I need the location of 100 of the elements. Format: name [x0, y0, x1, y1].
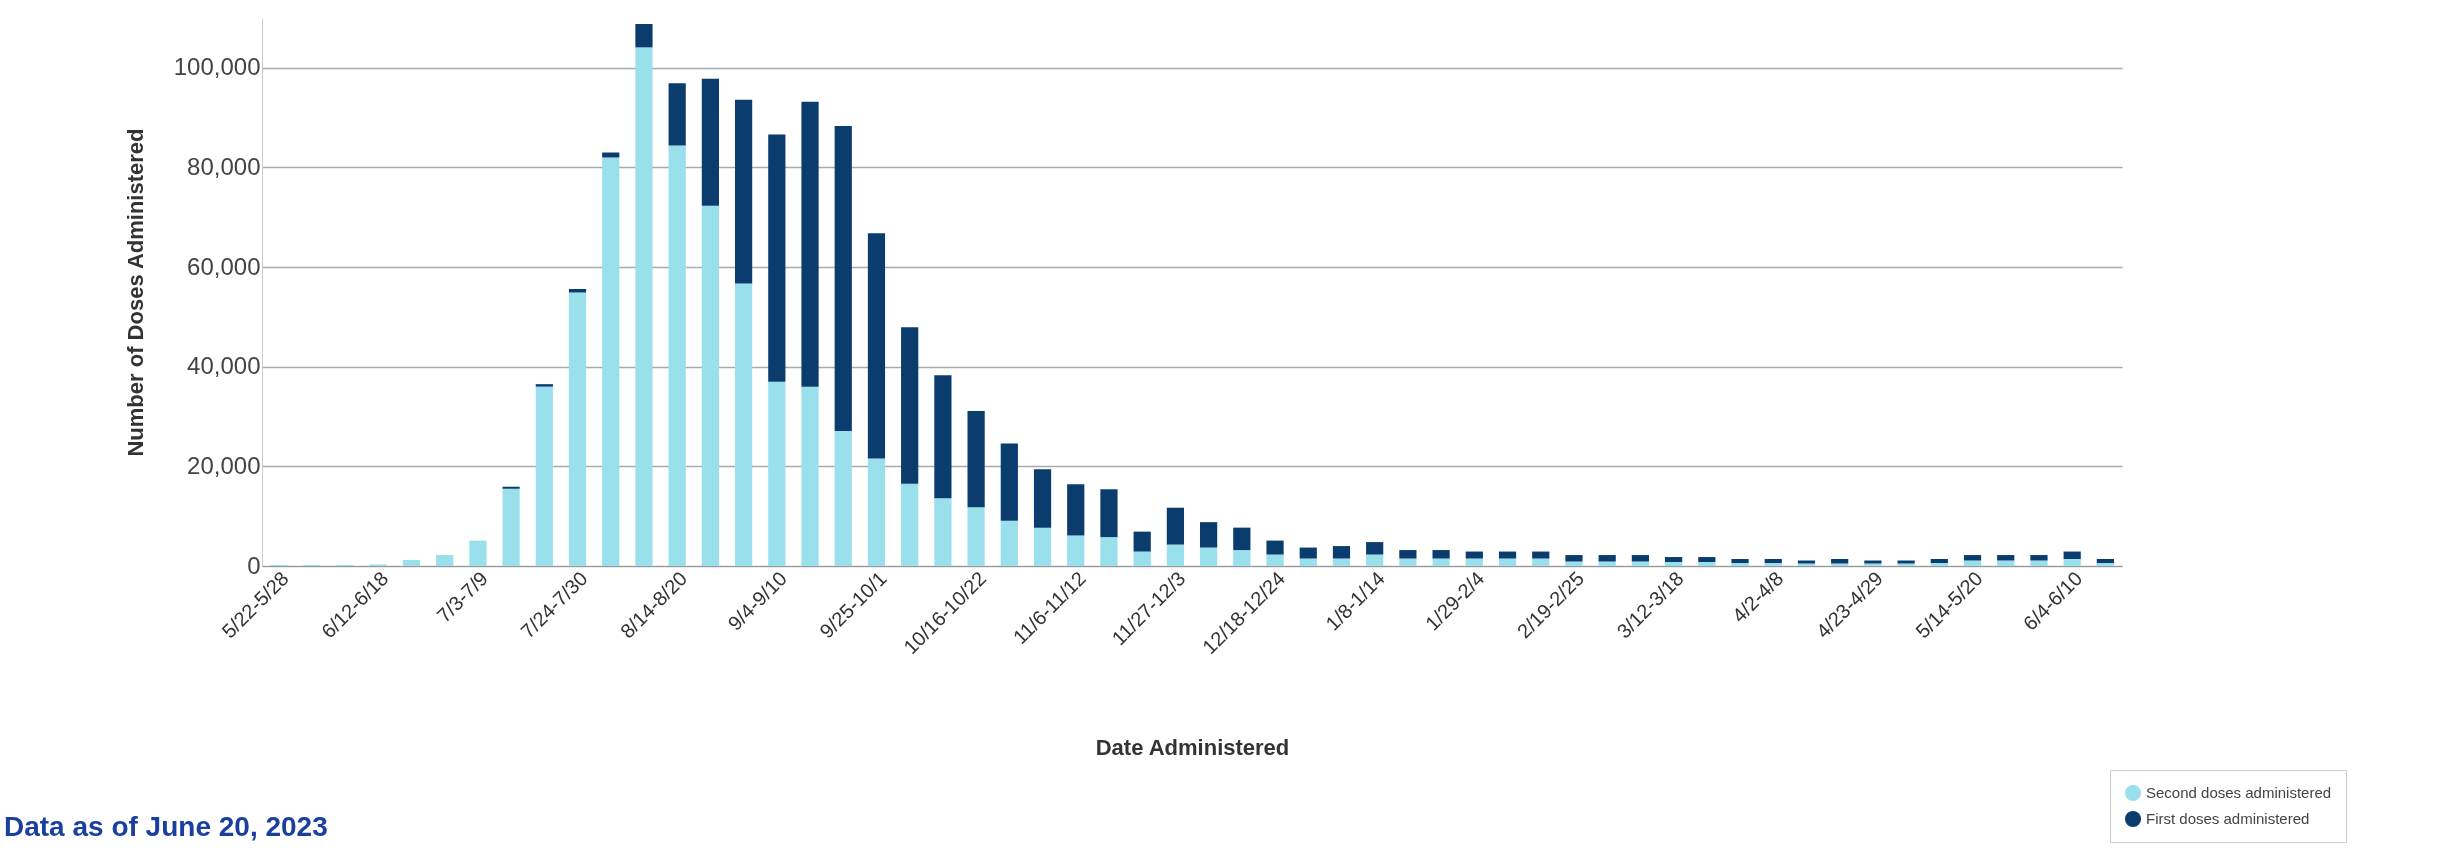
bar	[867, 233, 886, 459]
bar	[1100, 489, 1118, 538]
bar	[1299, 558, 1317, 566]
bar	[1631, 555, 1649, 562]
bar	[1764, 559, 1782, 564]
bar	[1963, 560, 1982, 566]
bar	[1498, 558, 1517, 566]
bar	[1233, 550, 1251, 566]
bar	[535, 386, 553, 566]
bar	[1432, 558, 1450, 566]
bar	[1067, 484, 1085, 536]
bar	[867, 458, 886, 566]
bar	[834, 126, 852, 431]
bar	[635, 23, 653, 48]
bar	[901, 483, 919, 566]
bar	[967, 507, 985, 566]
x-axis-title: Date Administered	[1095, 735, 1290, 761]
y-tick-label: 20,000	[187, 451, 261, 479]
bar	[1266, 540, 1284, 555]
bar	[967, 411, 985, 508]
bar	[701, 205, 719, 566]
bar	[1133, 531, 1151, 552]
bar	[1000, 520, 1018, 566]
bar	[2030, 555, 2048, 561]
y-tick-label: 60,000	[187, 252, 261, 280]
bar	[1731, 559, 1749, 564]
bar	[568, 292, 587, 566]
bar	[934, 375, 952, 499]
text: Data as of June 20, 2023	[4, 811, 328, 842]
bar	[502, 488, 520, 566]
bar	[801, 386, 819, 566]
legend-label: First doses administered	[2146, 810, 2310, 827]
bar	[1963, 555, 1982, 561]
bar	[1665, 562, 1683, 566]
bar	[668, 83, 686, 146]
bar	[1266, 554, 1284, 566]
bar	[768, 381, 786, 566]
bar	[1465, 558, 1483, 566]
bar	[1200, 547, 1218, 566]
bar	[1399, 558, 1417, 566]
bar	[1332, 546, 1351, 559]
bar	[436, 555, 454, 566]
bar	[1166, 544, 1184, 566]
bar	[469, 540, 487, 566]
bar	[2096, 559, 2114, 564]
bar	[1133, 551, 1151, 566]
bar	[1332, 558, 1351, 566]
bar	[1997, 560, 2015, 566]
bar	[2063, 559, 2081, 566]
bar	[1100, 537, 1118, 566]
bar	[834, 430, 852, 566]
bar	[1831, 559, 1849, 564]
bar	[1598, 555, 1616, 562]
bar	[1366, 542, 1384, 555]
bar	[1532, 558, 1550, 566]
bar	[1366, 554, 1384, 566]
y-tick-label: 40,000	[187, 352, 261, 380]
bar	[1033, 469, 1052, 528]
bar	[1000, 443, 1018, 521]
bar	[768, 134, 786, 382]
y-tick-label: 80,000	[187, 152, 261, 180]
bar	[701, 78, 719, 206]
bar	[1665, 557, 1683, 563]
y-tick-label: 0	[247, 551, 261, 579]
bar	[602, 157, 620, 566]
bar	[735, 99, 753, 284]
bar	[1432, 550, 1450, 559]
bar	[1698, 557, 1716, 563]
bar	[1166, 507, 1184, 545]
bar	[1299, 547, 1317, 559]
y-axis-title: Number of Doses Administered	[122, 128, 148, 457]
bar	[1930, 559, 1948, 564]
bar	[1200, 522, 1218, 548]
bar	[1997, 555, 2015, 561]
bar	[1498, 551, 1517, 559]
bar	[2063, 551, 2081, 560]
bar	[934, 498, 952, 566]
bar	[801, 101, 819, 387]
bar	[1698, 562, 1716, 566]
bar	[1565, 555, 1583, 562]
bar	[1930, 563, 1948, 566]
bar	[1565, 561, 1583, 566]
bar	[1067, 535, 1085, 566]
bar	[1033, 527, 1052, 566]
bar	[1532, 551, 1550, 559]
bar	[1764, 563, 1782, 566]
legend-label: Second doses administered	[2146, 784, 2332, 801]
bar	[635, 47, 653, 566]
bar	[668, 145, 686, 566]
bar	[901, 327, 919, 484]
bar	[1233, 527, 1251, 551]
bar	[535, 384, 553, 387]
bar	[1399, 550, 1417, 559]
bar	[2030, 560, 2048, 566]
bar	[402, 560, 421, 566]
bar	[1731, 563, 1749, 566]
y-tick-label: 100,000	[173, 53, 261, 81]
bar	[735, 283, 753, 566]
bar	[1465, 551, 1483, 559]
bar	[2096, 563, 2114, 566]
